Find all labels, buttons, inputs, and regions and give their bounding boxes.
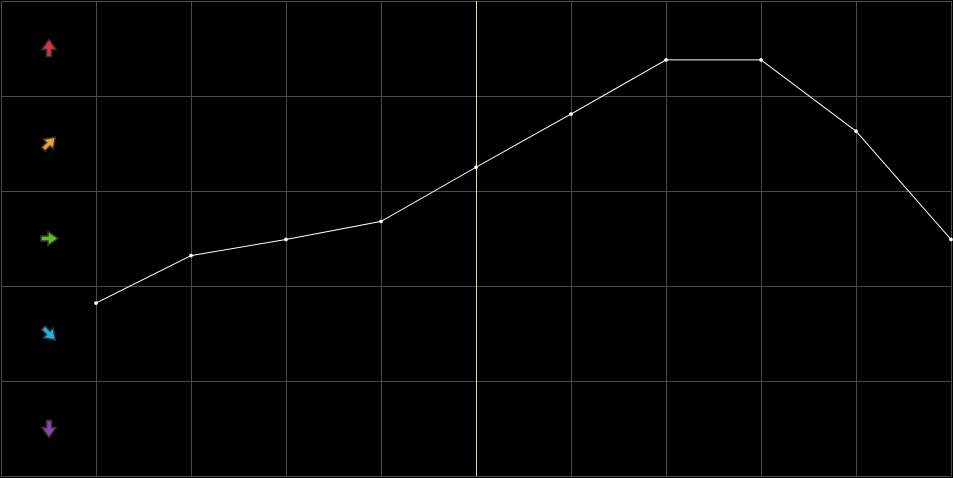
data-point (759, 58, 763, 62)
series-line (95, 59, 952, 304)
data-point (949, 237, 953, 242)
arrow-up-icon (40, 38, 58, 58)
data-point (664, 58, 668, 62)
arrow-down-right-icon (40, 325, 57, 341)
data-point (284, 237, 288, 242)
arrow-down-icon (40, 419, 58, 439)
data-point (474, 165, 478, 170)
data-point (189, 253, 193, 258)
arrow-up-right-icon (40, 136, 57, 152)
data-point (379, 219, 383, 224)
data-point (854, 129, 858, 133)
data-point (94, 301, 98, 305)
data-point (569, 112, 573, 116)
arrow-right-icon (40, 230, 60, 247)
